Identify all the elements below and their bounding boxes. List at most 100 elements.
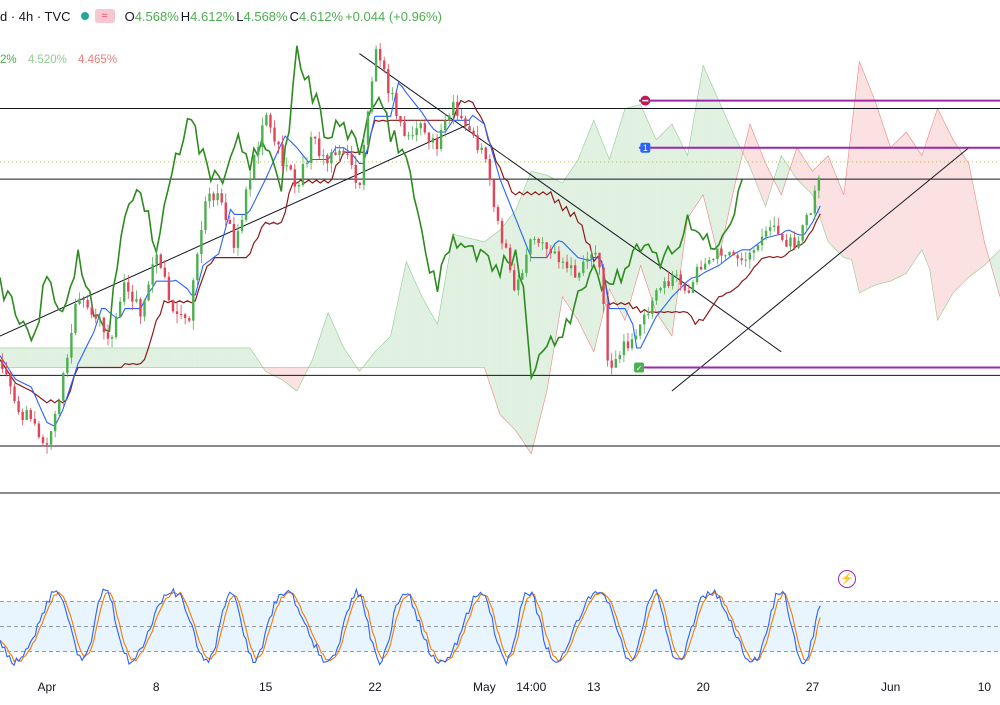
candle: [415, 121, 418, 142]
cloud-segment: [746, 124, 750, 168]
candle: [179, 304, 183, 320]
ichimoku-value-2: 4.520%: [27, 54, 67, 66]
cloud-segment: [886, 135, 891, 283]
cloud-segment: [937, 108, 942, 321]
candle: [781, 232, 784, 242]
ichimoku-legend[interactable]: 2% 4.520% 4.465%: [0, 54, 125, 66]
candle-body: [545, 242, 548, 250]
cloud-segment: [441, 279, 446, 368]
check-marker-text: ✓: [636, 364, 643, 373]
lightning-circle-icon[interactable]: ⚡: [838, 570, 856, 588]
candle-body: [671, 275, 674, 287]
candle-body: [135, 299, 138, 302]
candle-body: [630, 339, 634, 349]
candle-body: [521, 272, 524, 280]
candle: [131, 284, 134, 311]
cloud-segment: [839, 185, 844, 258]
cloud-segment: [11, 347, 16, 368]
stoch-d-line: [0, 590, 821, 663]
candle-body: [45, 443, 49, 445]
cloud-segment: [894, 139, 899, 280]
candle: [322, 148, 325, 166]
candle-body: [675, 274, 678, 276]
cloud-segment: [19, 347, 24, 368]
candle: [513, 263, 516, 292]
candle: [464, 115, 467, 132]
cloud-segment: [535, 172, 540, 439]
cloud-segment: [902, 132, 907, 276]
candle-body: [350, 154, 353, 165]
cloud-segment: [605, 149, 610, 305]
candle: [687, 284, 691, 294]
cloud-segment: [761, 153, 766, 207]
candle: [208, 187, 211, 209]
candle: [793, 231, 796, 251]
candle: [248, 170, 252, 197]
candle-body: [517, 279, 520, 291]
ohlc-close-value: 4.612%: [298, 8, 344, 24]
candle-body: [78, 298, 81, 304]
cloud-segment: [109, 347, 114, 368]
compare-badge-icon[interactable]: ≈: [94, 9, 115, 23]
candle: [391, 87, 394, 101]
cloud-segment: [679, 139, 684, 278]
cloud-segment: [550, 177, 555, 368]
candle-body: [667, 281, 670, 287]
cloud-segment: [332, 321, 336, 368]
candle: [37, 421, 41, 439]
candle-body: [703, 263, 707, 270]
cloud-segment: [23, 347, 28, 368]
candle: [541, 236, 544, 251]
candle-body: [476, 135, 479, 151]
candle-body: [21, 411, 24, 420]
candle-body: [472, 130, 475, 136]
ohlc-high-value: 4.612%: [190, 8, 235, 24]
x-tick-label: 15: [259, 680, 273, 694]
cloud-segment: [402, 261, 407, 368]
candle-body: [622, 341, 626, 356]
candle: [1, 353, 4, 374]
candle-body: [90, 307, 93, 315]
candle-body: [273, 127, 276, 142]
candle: [17, 395, 20, 415]
candle: [41, 434, 45, 447]
candle-body: [415, 128, 418, 136]
cloud-segment: [378, 343, 383, 368]
cloud-segment: [140, 347, 145, 368]
candle-body: [439, 130, 443, 149]
candle: [468, 119, 471, 131]
candle-body: [797, 240, 800, 248]
candle: [411, 126, 414, 140]
cloud-segment: [855, 61, 860, 293]
candle-body: [192, 280, 195, 321]
candle-body: [647, 314, 650, 316]
cloud-segment: [816, 163, 821, 219]
cloud-segment: [925, 132, 930, 270]
candle-body: [480, 147, 483, 151]
cloud-segment: [39, 347, 43, 368]
candle: [309, 131, 313, 170]
candle: [744, 252, 747, 268]
cloud-segment: [253, 353, 258, 368]
cloud-segment: [144, 347, 149, 368]
ohlc-low-value: 4.568%: [243, 8, 288, 24]
candle-body: [638, 324, 642, 336]
candle-body: [212, 193, 215, 201]
candle-body: [598, 252, 601, 268]
cloud-segment: [781, 155, 786, 195]
cloud-segment: [46, 347, 51, 368]
candle: [188, 316, 191, 323]
candle-body: [118, 301, 122, 317]
symbol-interval[interactable]: d · 4h · TVC: [0, 8, 71, 24]
cloud-segment: [871, 90, 875, 288]
candle-body: [431, 138, 435, 143]
candle-body: [163, 267, 167, 277]
cloud-segment: [804, 159, 809, 191]
cloud-segment: [562, 177, 567, 303]
candle: [565, 254, 569, 273]
cloud-segment: [691, 110, 696, 213]
candle-body: [334, 152, 337, 155]
candle-body: [391, 92, 394, 94]
